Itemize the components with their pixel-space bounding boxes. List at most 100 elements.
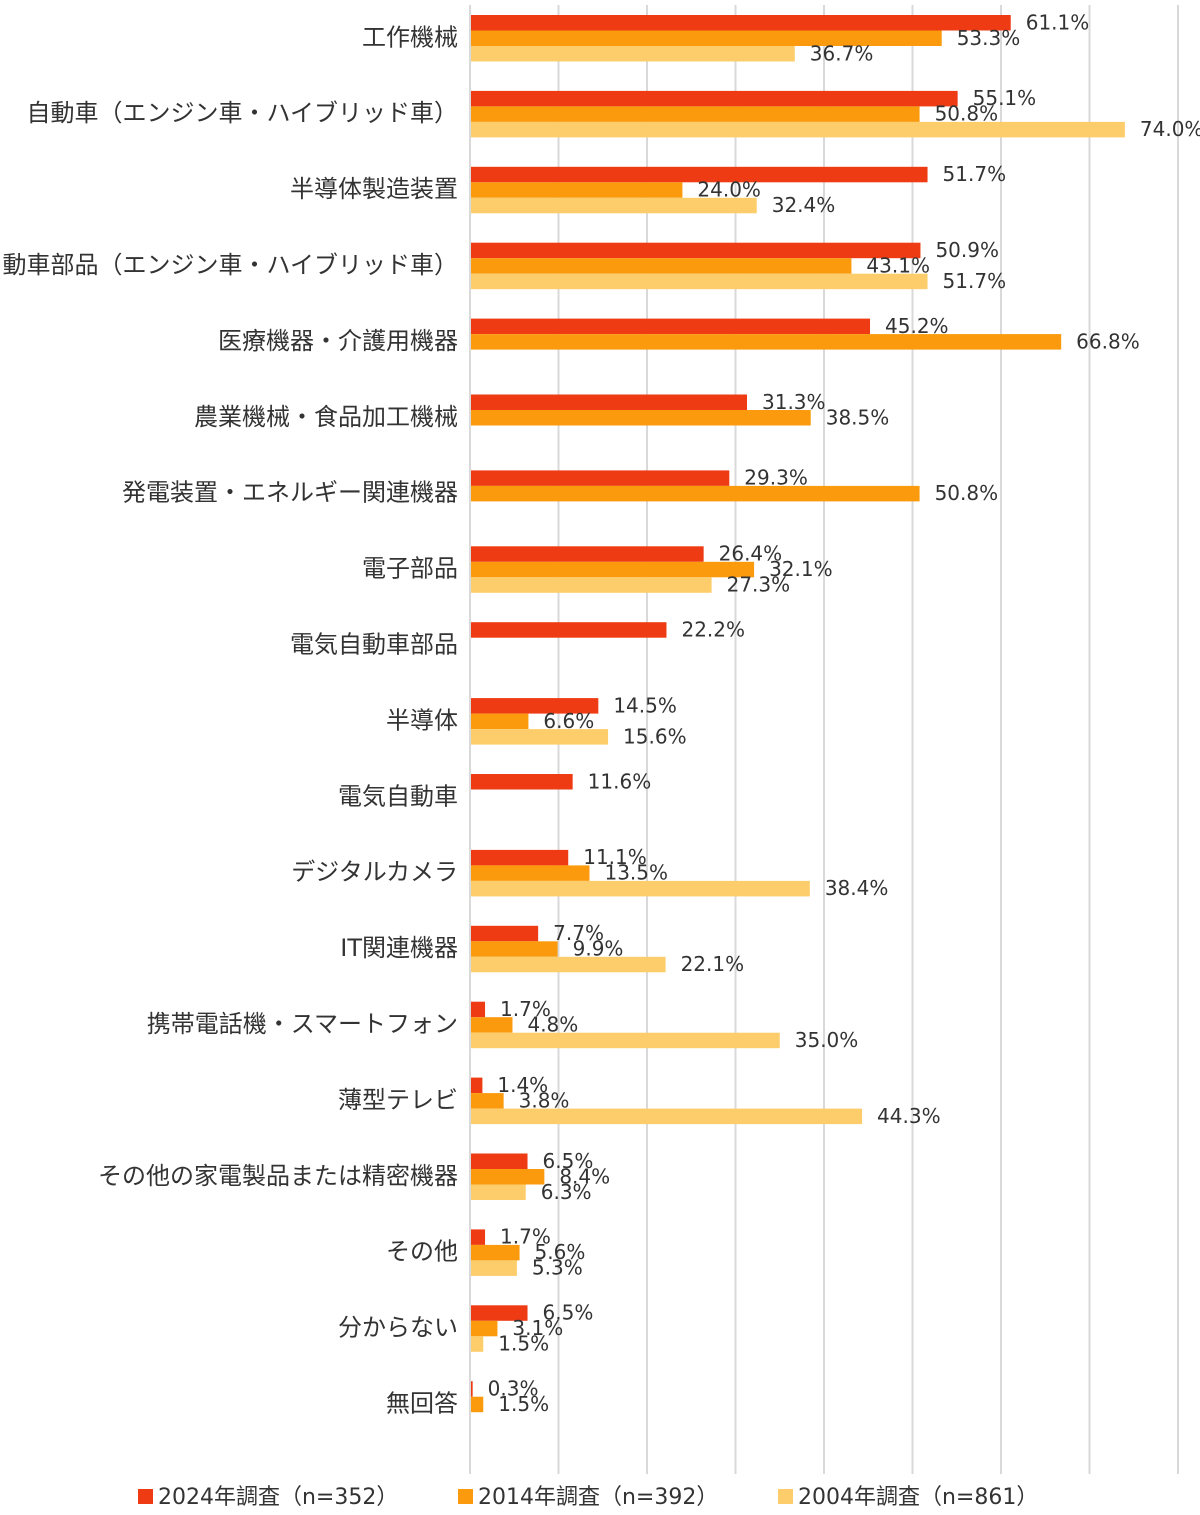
value-label: 0.3% [488,1376,539,1400]
category-label: 電気自動車部品 [290,630,458,658]
bar [470,1108,863,1125]
bar [470,182,683,198]
bar [470,485,920,502]
bar [470,470,730,486]
legend-swatch [138,1489,153,1504]
category-label: 分からない [338,1314,458,1342]
value-label: 4.8% [527,1012,578,1036]
bar [470,1396,484,1413]
category-label: 電子部品 [362,555,458,583]
category-label: 半導体 [386,706,458,734]
value-label: 6.3% [541,1180,592,1204]
bar [470,1320,498,1337]
bar [470,865,590,881]
bar [470,880,810,897]
category-label: 薄型テレビ [338,1086,458,1114]
bar [470,774,573,790]
value-label: 8.4% [559,1164,610,1188]
bar [470,318,871,335]
value-label: 53.3% [957,26,1021,50]
category-label: 農業機械・食品加工機械 [194,403,458,431]
bar [470,941,558,957]
bar [470,1381,473,1397]
category-label: 電気自動車 [338,782,458,810]
value-label: 9.9% [573,937,624,961]
value-label: 43.1% [866,253,930,277]
value-label: 31.3% [762,390,826,414]
value-label: 6.5% [543,1149,594,1173]
legend-swatch [778,1489,793,1504]
value-label: 51.7% [943,269,1007,293]
bar [470,849,569,866]
bar [470,956,666,973]
value-label: 22.2% [681,617,745,641]
value-label: 13.5% [604,861,668,885]
value-label: 27.3% [727,573,791,597]
bar [470,30,942,46]
bar [470,166,928,183]
value-label: 11.1% [583,845,647,869]
bar [470,242,921,259]
bar [470,1305,528,1321]
category-label: デジタルカメラ [291,858,458,886]
value-label: 26.4% [719,542,783,566]
value-label: 3.1% [512,1316,563,1340]
value-label: 61.1% [1026,10,1090,34]
bar [470,1017,513,1033]
value-label: 3.8% [519,1088,570,1112]
value-label: 1.4% [497,1073,548,1097]
bar [470,729,609,745]
category-label: 無回答 [386,1389,458,1417]
bar [470,197,757,214]
value-label: 1.5% [498,1332,549,1356]
bar [470,106,920,122]
bar [470,1336,484,1352]
legend-label: 2014年調査（n=392） [478,1485,718,1510]
value-label: 36.7% [810,41,874,65]
legend-swatch [458,1489,473,1504]
value-label: 45.2% [885,314,949,338]
bar [470,1093,504,1109]
category-label: 工作機械 [362,23,458,51]
bar [470,622,667,638]
category-label: 発電装置・エネルギー関連機器 [122,479,458,507]
bar [470,1077,483,1094]
bar [470,394,748,410]
bar [470,273,928,290]
value-label: 32.4% [772,193,836,217]
bar [470,577,712,593]
bar [470,1169,545,1185]
value-label: 35.0% [795,1028,859,1052]
bar [470,258,852,274]
category-label: 自動車部品（エンジン車・ハイブリッド車） [0,251,458,279]
value-label: 44.3% [877,1104,941,1128]
category-label: IT関連機器 [340,934,458,962]
bar [470,15,1011,31]
bar [470,121,1125,138]
value-label: 74.0% [1140,117,1200,141]
value-label: 24.0% [697,178,761,202]
bar [470,1244,520,1261]
value-label: 5.6% [535,1240,586,1264]
category-label: 医療機器・介護用機器 [218,327,458,355]
value-label: 38.5% [826,405,890,429]
bar [470,1153,528,1169]
bar [470,698,599,714]
value-label: 66.8% [1076,329,1140,353]
value-label: 38.4% [825,876,889,900]
value-label: 22.1% [681,952,745,976]
value-label: 50.8% [935,102,999,126]
value-label: 11.6% [588,769,652,793]
value-label: 50.8% [935,481,999,505]
bar [470,561,755,578]
bar [470,546,704,562]
value-label: 7.7% [553,921,604,945]
value-label: 15.6% [623,724,687,748]
category-label: 自動車（エンジン車・ハイブリッド車） [26,99,458,127]
bar [470,1260,517,1276]
value-label: 6.6% [543,709,594,733]
bar [470,713,529,730]
value-label: 32.1% [769,557,833,581]
value-label: 55.1% [973,86,1037,110]
bar [470,334,1062,350]
